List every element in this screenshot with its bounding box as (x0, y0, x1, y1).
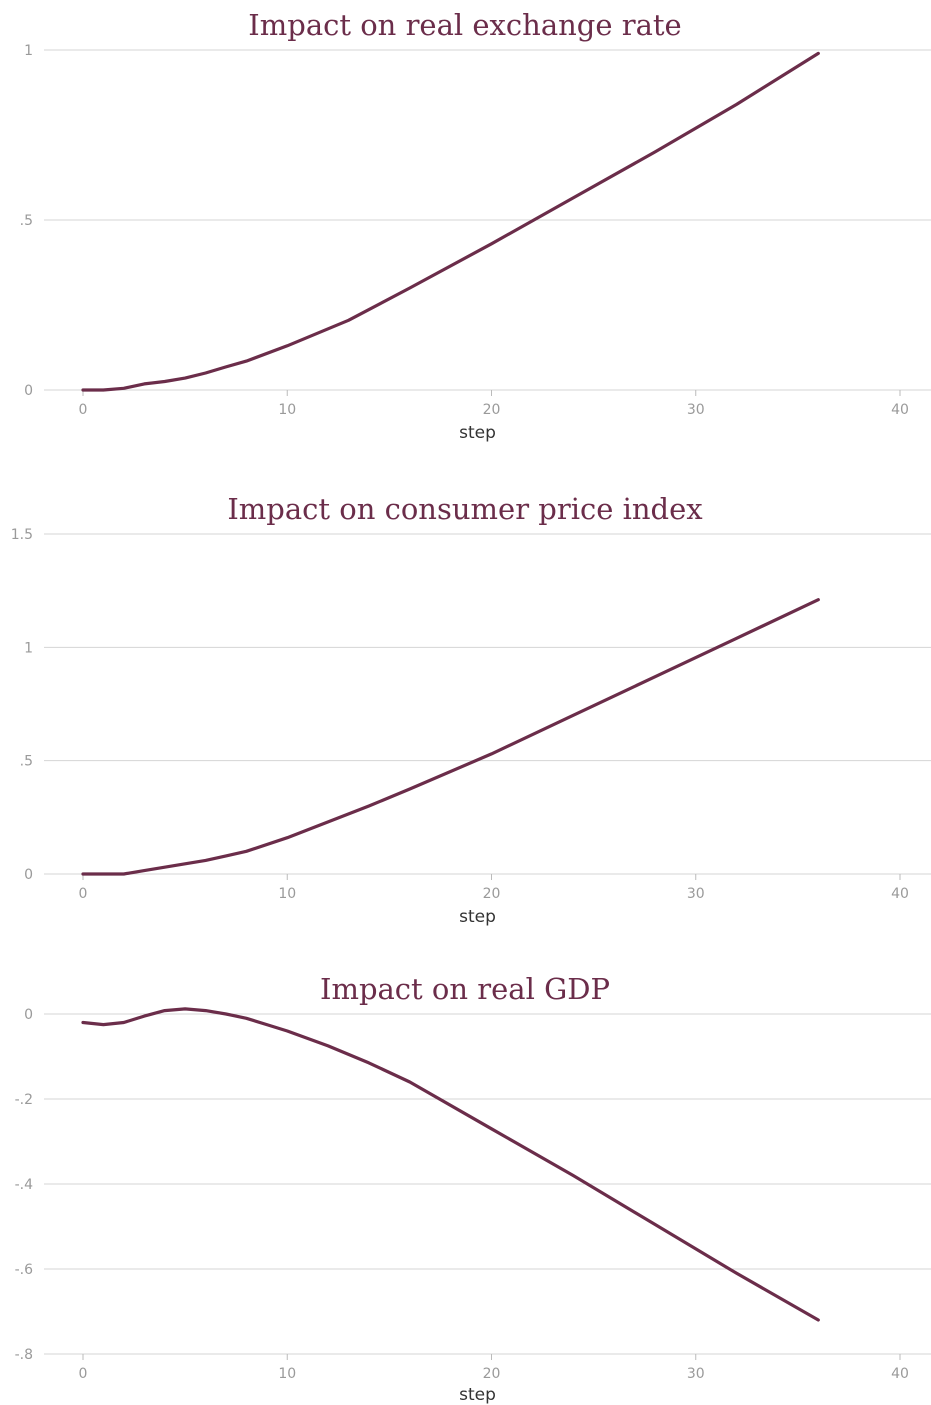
y-tick-label: 1.5 (11, 527, 33, 543)
x-tick-label: 0 (79, 1366, 88, 1382)
series-line (81, 51, 820, 392)
chart-panel-3: 0 -.2 -.4 -.6 -.8 0 10 20 30 40 Impact on real GDP… (15, 972, 931, 1405)
series-line (81, 598, 820, 876)
y-tick-label: .5 (20, 213, 33, 229)
x-tick-label: 30 (687, 886, 705, 902)
x-tick-label: 40 (891, 402, 909, 418)
x-tick-label: 0 (79, 402, 88, 418)
y-tick-label: 0 (24, 867, 33, 883)
x-tick-label: 30 (687, 1366, 705, 1382)
x-tick-label: 20 (483, 1366, 501, 1382)
x-tick-label: 10 (278, 886, 296, 902)
y-tick-label: -.4 (15, 1177, 34, 1193)
x-tick-label: 40 (891, 886, 909, 902)
chart-title: Impact on real exchange rate (248, 8, 681, 42)
series-line (81, 1007, 820, 1322)
x-tick-label: 20 (483, 886, 501, 902)
x-tick-label: 20 (483, 402, 501, 418)
y-tick-label: -.8 (15, 1347, 33, 1363)
x-tick-label: 10 (278, 1366, 296, 1382)
y-tick-label: 1 (24, 640, 33, 656)
x-tick-label: 0 (79, 886, 88, 902)
y-tick-label: 0 (24, 383, 33, 399)
x-axis-label: step (459, 1385, 496, 1405)
x-tick-label: 30 (687, 402, 705, 418)
y-tick-label: .5 (20, 754, 33, 770)
x-axis-label: step (459, 907, 496, 927)
y-tick-label: 1 (24, 43, 33, 59)
y-tick-label: -.6 (15, 1262, 34, 1278)
chart-title: Impact on real GDP (320, 972, 610, 1006)
x-tick-label: 10 (278, 402, 296, 418)
y-tick-label: 0 (24, 1007, 33, 1023)
x-tick-label: 40 (891, 1366, 909, 1382)
y-tick-label: -.2 (15, 1092, 33, 1108)
x-axis-label: step (459, 423, 496, 443)
chart-title: Impact on consumer price index (227, 492, 702, 526)
chart-panel-2: 0 .5 1 1.5 0 10 20 30 40 Impact on consumer price… (11, 492, 931, 927)
